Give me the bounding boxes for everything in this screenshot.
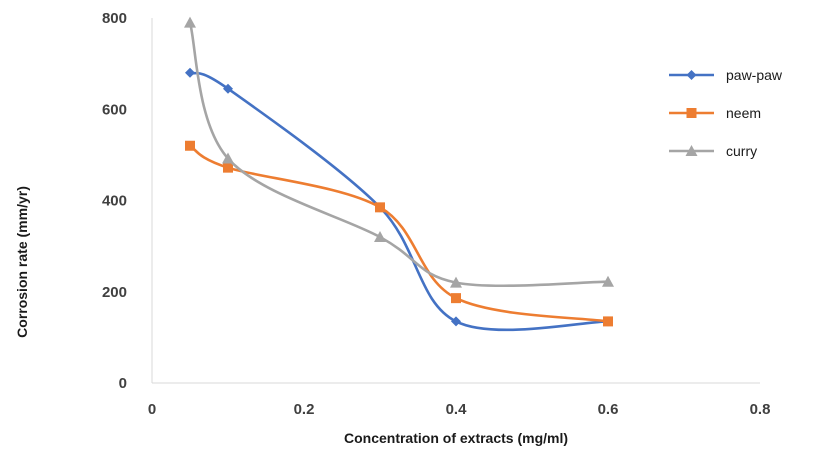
data-point: [451, 293, 461, 304]
data-point: [185, 140, 195, 151]
series-layer: [184, 16, 614, 332]
data-point: [375, 202, 385, 213]
series-neem: [185, 140, 613, 327]
x-tick-label: 0.6: [598, 401, 619, 418]
legend-label: neem: [726, 105, 761, 121]
data-point: [222, 152, 234, 164]
data-point: [223, 162, 233, 173]
legend-label: curry: [726, 143, 757, 159]
x-tick-label: 0.4: [446, 401, 468, 418]
series-curry: [184, 16, 614, 288]
data-point: [223, 83, 233, 94]
series-paw-paw: [185, 67, 613, 332]
legend-marker: [686, 108, 697, 118]
x-tick-labels: 0 0.2 0.4 0.6 0.8: [148, 401, 771, 418]
legend-marker: [686, 70, 697, 80]
x-tick-label: 0: [148, 401, 156, 418]
y-tick-label: 200: [102, 284, 127, 301]
data-point: [374, 231, 386, 242]
y-tick-label: 400: [102, 193, 127, 210]
legend: paw-paw neem curry: [669, 67, 783, 159]
legend-item-curry: curry: [669, 143, 757, 159]
data-point: [603, 316, 613, 327]
data-point: [451, 316, 461, 327]
legend-label: paw-paw: [726, 67, 783, 83]
y-tick-labels: 0 200 400 600 800: [102, 10, 127, 392]
legend-item-paw-paw: paw-paw: [669, 67, 783, 83]
x-tick-label: 0.2: [294, 401, 315, 418]
series-line: [188, 22, 609, 288]
legend-marker: [685, 145, 698, 156]
data-point: [450, 276, 462, 288]
x-tick-label: 0.8: [750, 401, 771, 418]
y-tick-label: 0: [119, 375, 127, 392]
data-point: [185, 67, 195, 78]
x-axis-title: Concentration of extracts (mg/ml): [344, 430, 568, 446]
series-line: [189, 71, 609, 332]
data-point: [602, 275, 614, 287]
data-point: [184, 16, 196, 28]
y-tick-label: 600: [102, 101, 127, 118]
legend-item-neem: neem: [669, 105, 761, 121]
y-axis-title: Corrosion rate (mm/yr): [14, 186, 30, 338]
y-tick-label: 800: [102, 10, 127, 27]
